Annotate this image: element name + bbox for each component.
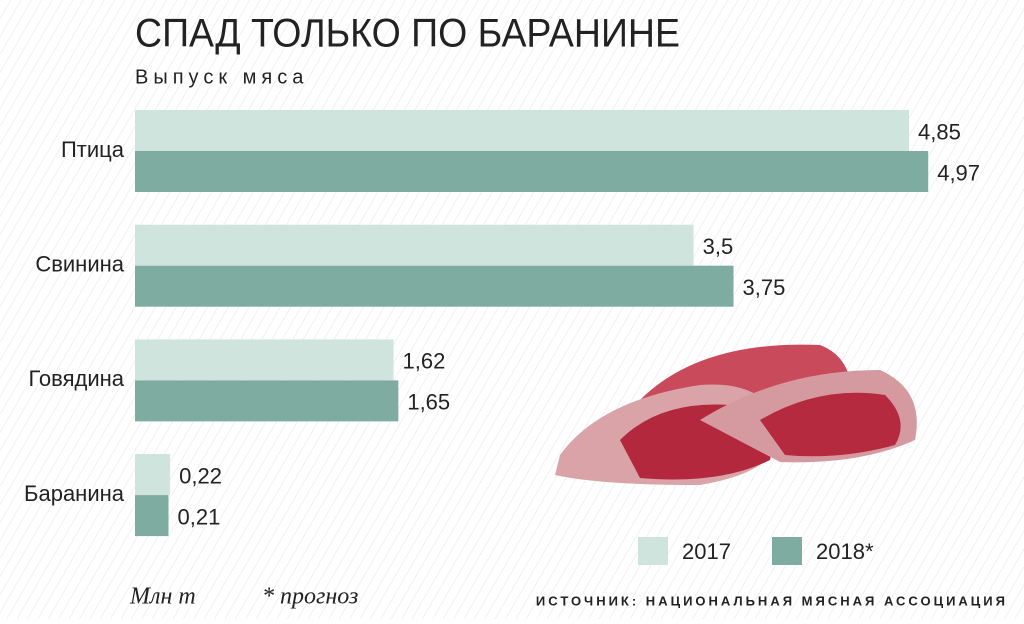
category-label: Свинина: [35, 252, 124, 277]
legend-swatch: [638, 537, 668, 565]
bar: [135, 495, 169, 537]
bar: [135, 380, 399, 422]
bar: [135, 224, 694, 266]
meat-illustration: [555, 344, 917, 485]
value-label: 3,5: [703, 234, 734, 259]
bar: [135, 265, 734, 307]
legend-swatch: [772, 537, 802, 565]
value-label: 3,75: [743, 275, 786, 300]
value-label: 1,62: [403, 349, 446, 374]
value-label: 4,85: [918, 119, 961, 144]
legend-label: 2018*: [816, 539, 874, 564]
unit-label: Млн т: [129, 584, 196, 610]
value-label: 0,21: [178, 504, 221, 529]
bar: [135, 110, 910, 151]
source: ИСТОЧНИК: НАЦИОНАЛЬНАЯ МЯСНАЯ АССОЦИАЦИЯ: [536, 593, 1008, 608]
note: * прогноз: [262, 584, 358, 610]
category-label: Говядина: [28, 366, 124, 391]
category-label: Баранина: [24, 481, 125, 506]
value-label: 4,97: [937, 160, 980, 185]
bar: [135, 339, 394, 381]
category-label: Птица: [61, 137, 125, 162]
chart-title: СПАД ТОЛЬКО ПО БАРАНИНЕ: [135, 12, 680, 56]
value-label: 0,22: [179, 463, 222, 488]
bar: [135, 454, 171, 496]
value-label: 1,65: [407, 390, 450, 415]
bar: [135, 151, 929, 192]
legend-label: 2017: [682, 539, 731, 564]
chart-subtitle: Выпуск мяса: [135, 66, 308, 88]
